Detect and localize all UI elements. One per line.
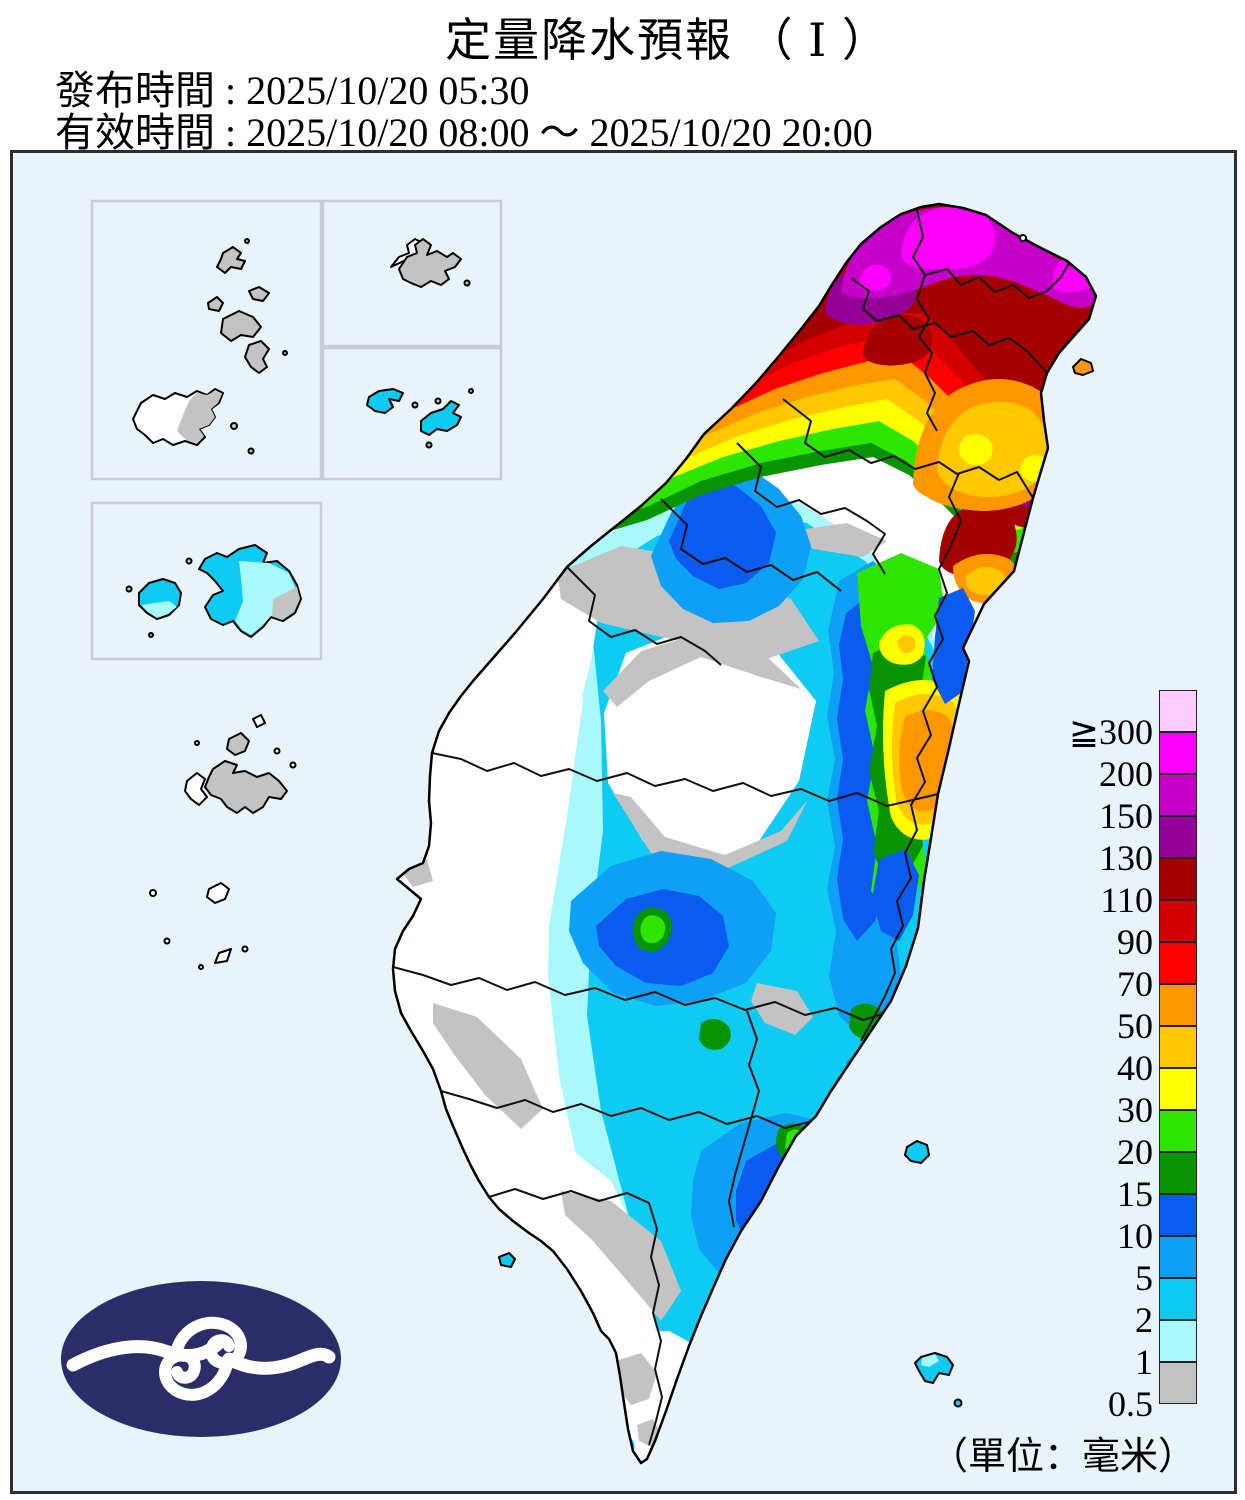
inset-matsu-island bbox=[390, 238, 471, 288]
unit-note: （單位：毫米） bbox=[929, 1436, 1196, 1478]
xiaoliuqiu-island bbox=[498, 1252, 516, 1268]
taiwan-coastline bbox=[391, 202, 1098, 1465]
green-island bbox=[904, 1140, 930, 1164]
legend-swatch bbox=[1159, 1026, 1197, 1068]
cloud-swirl-icon bbox=[66, 1316, 336, 1401]
taiwan-precip-map bbox=[90, 199, 1098, 1465]
legend-swatch bbox=[1159, 942, 1197, 984]
legend-swatch bbox=[1159, 984, 1197, 1026]
legend-label: 2 bbox=[1135, 1300, 1153, 1340]
legend-label: 20 bbox=[1117, 1132, 1153, 1172]
legend-swatch bbox=[1159, 816, 1197, 858]
inset-islands-cyan bbox=[366, 388, 474, 449]
county-borders bbox=[393, 209, 1070, 1446]
legend-swatch bbox=[1159, 1068, 1197, 1110]
orchid-island-light bbox=[921, 1354, 939, 1367]
lesser-orchid-islet bbox=[953, 1398, 963, 1408]
inset-kinmen-islands bbox=[132, 238, 288, 455]
legend-label: 110 bbox=[1100, 880, 1153, 920]
issued-time-line: 發布時間 : 2025/10/20 05:30 bbox=[55, 68, 530, 113]
legend-label: 15 bbox=[1117, 1174, 1153, 1214]
legend-label: 1 bbox=[1135, 1342, 1153, 1382]
legend-swatch bbox=[1159, 1152, 1197, 1194]
guishan-island bbox=[1072, 358, 1094, 376]
legend-swatch bbox=[1159, 1194, 1197, 1236]
legend-label: 5 bbox=[1135, 1258, 1153, 1298]
legend-label: 200 bbox=[1099, 754, 1153, 794]
valid-time-line: 有效時間 : 2025/10/20 08:00 ～ 2025/10/20 20:… bbox=[55, 110, 873, 155]
agency-logo bbox=[59, 1279, 343, 1444]
legend-label: 0.5 bbox=[1108, 1384, 1153, 1424]
legend-label: 10 bbox=[1117, 1216, 1153, 1256]
legend-label: 130 bbox=[1099, 838, 1153, 878]
legend-swatch bbox=[1159, 1320, 1197, 1362]
map-panel: ≧300 200 150 130 110 90 70 50 40 30 20 15 10 5 2 1 0.5 （… bbox=[10, 150, 1237, 1494]
legend-swatch bbox=[1159, 1110, 1197, 1152]
legend-swatch bbox=[1159, 900, 1197, 942]
penghu-islands-main bbox=[149, 714, 297, 970]
keelung-islet bbox=[1019, 234, 1027, 242]
legend-label: 30 bbox=[1117, 1090, 1153, 1130]
legend-swatch bbox=[1159, 1236, 1197, 1278]
legend-label: 150 bbox=[1099, 796, 1153, 836]
legend-label: 90 bbox=[1117, 922, 1153, 962]
legend-swatch bbox=[1159, 858, 1197, 900]
page-title: 定量降水預報 （ Ⅰ ） bbox=[445, 15, 890, 66]
legend-swatch bbox=[1159, 774, 1197, 816]
offshore-islands bbox=[498, 234, 1094, 1408]
legend-swatch bbox=[1159, 1362, 1197, 1404]
inset-penghu bbox=[125, 544, 302, 638]
legend-label: 70 bbox=[1117, 964, 1153, 1004]
legend-label: ≧300 bbox=[1068, 712, 1153, 752]
legend-label: 50 bbox=[1117, 1006, 1153, 1046]
legend-swatch bbox=[1159, 1278, 1197, 1320]
legend-swatch bbox=[1159, 732, 1197, 774]
legend-label: 40 bbox=[1117, 1048, 1153, 1088]
legend-swatch bbox=[1159, 690, 1197, 732]
